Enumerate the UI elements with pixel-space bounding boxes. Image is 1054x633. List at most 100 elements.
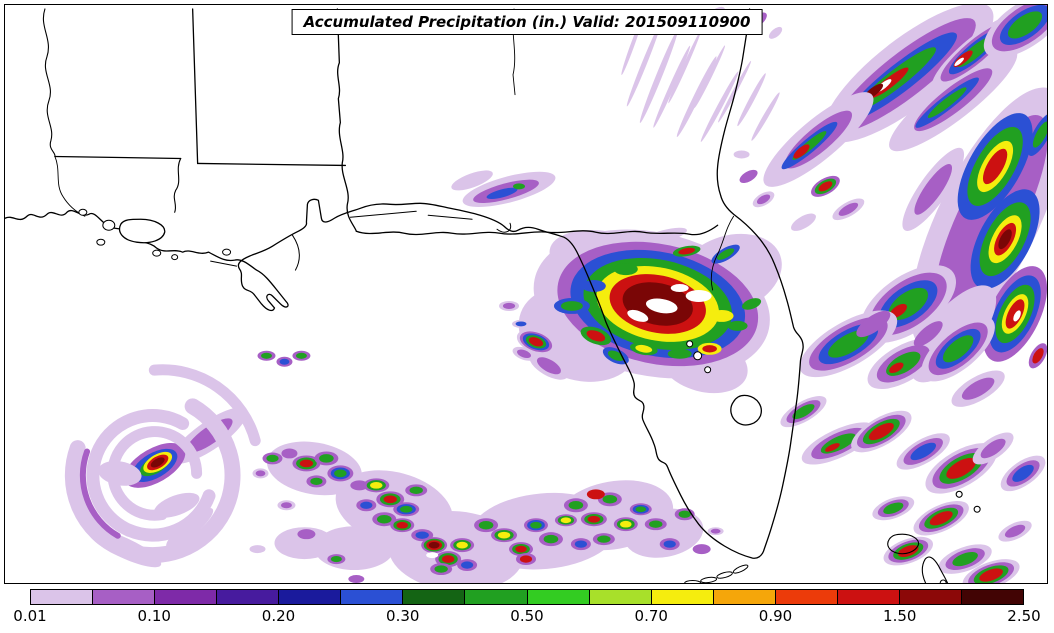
bahama-island <box>887 533 920 555</box>
precip-cell <box>409 486 423 494</box>
precip-cell <box>1032 121 1047 148</box>
precip-cell <box>517 349 531 359</box>
precip-cell <box>685 290 712 302</box>
precip-cell <box>700 71 739 142</box>
small-lake <box>222 248 232 256</box>
precip-cell <box>676 56 717 138</box>
precip-cell <box>998 229 1012 250</box>
louisiana-mississippi-31n-border <box>54 155 182 160</box>
precip-cell <box>281 448 298 459</box>
bahama-island <box>921 556 949 583</box>
key-island <box>732 564 749 574</box>
precip-cell <box>441 555 455 563</box>
small-lake <box>171 254 179 261</box>
precip-cell <box>889 362 904 374</box>
precip-cell <box>653 45 691 128</box>
key-island <box>700 576 718 583</box>
florida-keys <box>684 564 749 583</box>
precip-cell <box>635 506 647 513</box>
georgia-florida-border <box>355 224 719 236</box>
precip-cell <box>727 320 748 331</box>
precip-cell <box>478 520 494 530</box>
map-frame <box>4 4 1048 584</box>
precip-cell <box>768 26 783 39</box>
precip-cell <box>982 148 1008 185</box>
precip-cell <box>620 520 632 528</box>
mississippi-river-lower <box>54 156 86 217</box>
geography-layer <box>5 8 981 583</box>
precip-cell <box>1012 464 1034 482</box>
precip-cell <box>515 321 527 327</box>
colorbar-tick-label: 0.90 <box>758 607 793 625</box>
precip-cell <box>710 528 721 534</box>
precip-cell <box>910 442 937 461</box>
precip-cell <box>791 213 816 231</box>
precip-cell <box>295 352 307 359</box>
precip-cell <box>451 170 493 191</box>
barrier-islands <box>210 210 512 271</box>
small-lake <box>686 340 694 348</box>
bahamas-islands <box>887 490 981 583</box>
precip-cell <box>299 459 314 468</box>
precip-cell <box>649 520 663 528</box>
precip-cell <box>1004 524 1026 538</box>
precip-cell <box>718 60 752 123</box>
barrier-island <box>496 222 512 233</box>
precip-cell <box>434 565 448 573</box>
precip-cell <box>310 477 323 485</box>
precip-cell <box>400 505 413 513</box>
precip-cell <box>602 495 618 504</box>
precip-cell <box>280 502 292 509</box>
precip-cell <box>640 227 687 245</box>
colorbar-tick-labels: 0.01 0.10 0.20 0.30 0.50 0.70 0.90 1.50 2.50 <box>13 607 1040 627</box>
precip-cell <box>961 377 995 400</box>
precip-cell <box>255 470 266 477</box>
precipitation-layer <box>64 5 1047 583</box>
precip-cell <box>330 556 342 563</box>
precip-cell <box>709 309 734 322</box>
colorbar-segment <box>961 590 1023 604</box>
precip-spiral-arc <box>86 409 216 542</box>
precip-cell <box>678 247 696 255</box>
colorbar-segment <box>217 590 280 604</box>
precip-cell <box>415 531 429 539</box>
pearl-river-border <box>173 157 182 213</box>
precip-spiral-arc <box>107 426 203 521</box>
alabama-florida-border <box>196 162 346 167</box>
precip-cell <box>396 521 408 529</box>
precip-cell <box>952 552 978 567</box>
colorbar <box>30 589 1024 605</box>
colorbar-segment <box>93 590 156 604</box>
precip-cell <box>639 30 678 123</box>
precip-cell <box>929 511 953 526</box>
colorbar-segment <box>155 590 218 604</box>
precip-cell <box>150 457 165 468</box>
colorbar-tick-label: 0.50 <box>510 607 544 625</box>
precip-cell <box>486 187 518 199</box>
precip-cell <box>946 457 976 479</box>
precip-cell <box>261 352 272 359</box>
precip-cell <box>792 404 815 420</box>
alabama-georgia-border <box>336 8 357 232</box>
precip-cell <box>914 163 953 215</box>
mississippi-alabama-border <box>191 8 199 165</box>
precip-cell <box>668 30 702 104</box>
colorbar-tick-label: 0.20 <box>261 607 296 625</box>
precip-cell <box>428 541 440 549</box>
colorbar-tick-label: 0.70 <box>634 607 668 625</box>
colorbar-segment <box>713 590 776 604</box>
precip-cell <box>739 169 758 183</box>
barrier-island <box>210 260 238 267</box>
precip-cell <box>645 298 678 314</box>
mississippi-river-border <box>42 8 56 158</box>
precip-cell <box>670 284 689 293</box>
colorbar-segment <box>651 590 714 604</box>
colorbar-tick-label: 2.50 <box>1007 607 1041 625</box>
precip-cell <box>515 545 527 553</box>
precip-cell <box>1013 310 1021 322</box>
precip-cell <box>456 541 468 549</box>
precip-cell <box>376 514 392 524</box>
precip-cell <box>513 183 526 190</box>
small-lakes <box>78 208 712 374</box>
